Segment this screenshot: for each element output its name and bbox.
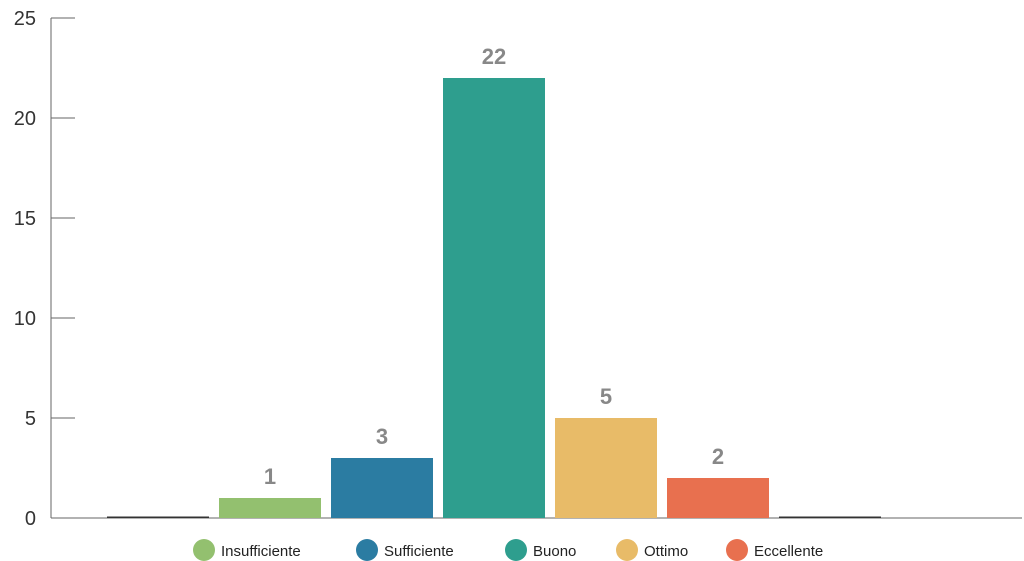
legend-swatch — [356, 539, 378, 561]
bar — [219, 498, 321, 518]
legend-swatch — [726, 539, 748, 561]
bar — [107, 516, 209, 518]
bar — [779, 516, 881, 518]
legend-label: Ottimo — [644, 543, 688, 560]
y-tick-label: 25 — [14, 8, 36, 30]
legend-swatch — [616, 539, 638, 561]
data-label: 5 — [600, 384, 612, 409]
y-tick-label: 5 — [25, 408, 36, 430]
data-label: 22 — [482, 44, 506, 69]
legend-label: Buono — [533, 543, 576, 560]
data-label: 1 — [264, 464, 276, 489]
y-tick-label: 10 — [14, 308, 36, 330]
legend-swatch — [193, 539, 215, 561]
legend-swatch — [505, 539, 527, 561]
legend-label: Insufficiente — [221, 543, 301, 560]
y-tick-label: 15 — [14, 208, 36, 230]
data-label: 3 — [376, 424, 388, 449]
bar — [331, 458, 433, 518]
data-label: 2 — [712, 444, 724, 469]
bar — [555, 418, 657, 518]
bar — [443, 78, 545, 518]
legend-label: Eccellente — [754, 543, 823, 560]
bar — [667, 478, 769, 518]
y-tick-label: 20 — [14, 108, 36, 130]
legend-label: Sufficiente — [384, 543, 454, 560]
y-tick-label: 0 — [25, 508, 36, 530]
